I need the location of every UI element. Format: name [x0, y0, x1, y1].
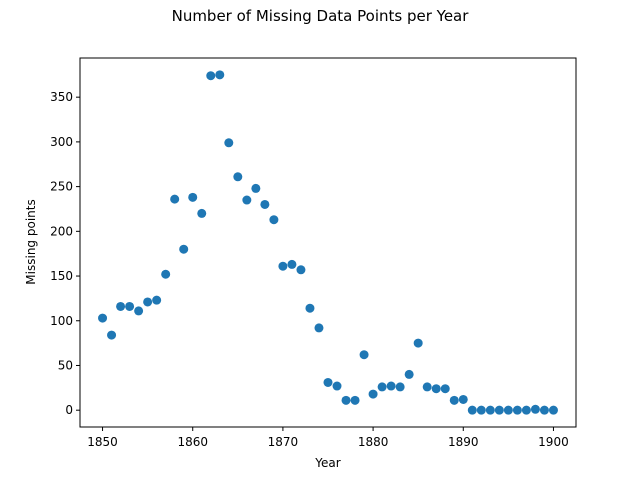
data-point: [368, 389, 378, 399]
data-point: [323, 377, 333, 387]
data-point: [314, 323, 324, 333]
data-point: [233, 172, 243, 182]
data-point: [386, 381, 396, 391]
data-point: [206, 71, 216, 81]
data-point: [440, 384, 450, 394]
data-point: [467, 405, 477, 415]
data-point: [521, 405, 531, 415]
data-point: [350, 395, 360, 405]
data-point: [260, 199, 270, 209]
data-point: [413, 338, 423, 348]
data-point: [269, 215, 279, 225]
data-point: [161, 269, 171, 279]
x-tick-label: 1870: [268, 435, 299, 449]
data-point: [251, 183, 261, 193]
data-point: [341, 395, 351, 405]
data-point: [485, 405, 495, 415]
data-point: [242, 195, 252, 205]
data-point: [98, 313, 108, 323]
data-point: [476, 405, 486, 415]
y-tick-label: 200: [50, 224, 73, 238]
data-point: [449, 395, 459, 405]
data-point: [494, 405, 504, 415]
data-point: [458, 394, 468, 404]
y-tick-label: 250: [50, 180, 73, 194]
data-point: [512, 405, 522, 415]
data-point: [278, 261, 288, 271]
y-tick-label: 300: [50, 135, 73, 149]
x-tick-label: 1860: [177, 435, 208, 449]
x-tick-label: 1890: [448, 435, 479, 449]
data-point: [215, 70, 225, 80]
data-point: [503, 405, 513, 415]
data-point: [107, 330, 117, 340]
data-point: [116, 301, 126, 311]
data-point: [134, 306, 144, 316]
y-tick-label: 100: [50, 314, 73, 328]
y-axis: 0 50 100 150 200 250 300 350: [50, 90, 80, 417]
data-point: [305, 303, 315, 313]
y-tick-label: 350: [50, 90, 73, 104]
data-point: [152, 295, 162, 305]
data-point: [188, 192, 198, 202]
data-point: [404, 369, 414, 379]
data-point: [143, 297, 153, 307]
data-point: [287, 259, 297, 269]
data-points: [98, 70, 558, 415]
plot-area: [79, 57, 577, 428]
data-point: [296, 265, 306, 275]
data-point: [530, 404, 540, 414]
x-tick-label: 1850: [87, 435, 118, 449]
data-point: [197, 208, 207, 218]
data-point: [359, 350, 369, 360]
x-axis-label: Year: [314, 456, 340, 470]
data-point: [332, 381, 342, 391]
data-point: [395, 382, 405, 392]
x-axis: 1850 1860 1870 1880 1890 1900: [87, 427, 569, 449]
data-point: [377, 382, 387, 392]
data-point: [170, 194, 180, 204]
y-tick-label: 50: [58, 358, 73, 372]
data-point: [539, 405, 549, 415]
x-tick-label: 1900: [538, 435, 569, 449]
chart-title: Number of Missing Data Points per Year: [172, 7, 470, 25]
data-point: [431, 384, 441, 394]
data-point: [548, 405, 558, 415]
y-tick-label: 150: [50, 269, 73, 283]
data-point: [224, 138, 234, 148]
y-axis-label: Missing points: [24, 199, 38, 284]
y-tick-label: 0: [65, 403, 73, 417]
data-point: [125, 301, 135, 311]
x-tick-label: 1880: [358, 435, 389, 449]
data-point: [422, 382, 432, 392]
data-point: [179, 244, 189, 254]
